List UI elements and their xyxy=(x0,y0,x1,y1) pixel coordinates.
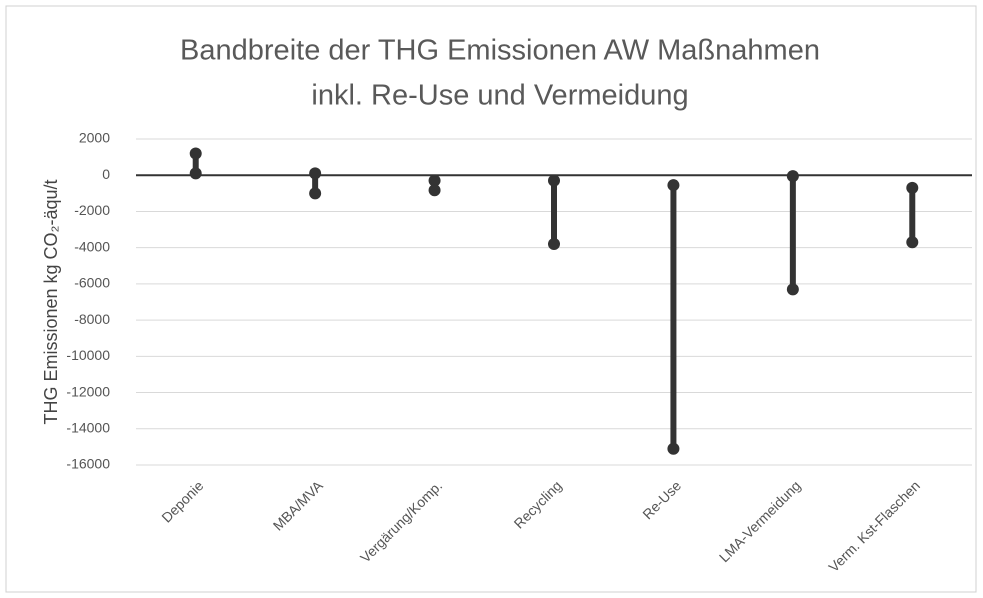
low-marker xyxy=(548,238,560,251)
low-marker xyxy=(786,283,799,296)
high-marker xyxy=(906,181,919,194)
high-marker xyxy=(786,170,799,183)
y-tick-label: -14000 xyxy=(66,419,110,435)
high-marker xyxy=(189,147,202,160)
y-tick-label: 0 xyxy=(102,166,110,182)
high-marker xyxy=(667,179,680,192)
low-marker xyxy=(428,184,441,197)
y-tick-label: -2000 xyxy=(74,202,110,218)
y-axis-label: THG Emissionen kg CO₂-äqu/t xyxy=(41,179,61,424)
chart-title: inkl. Re-Use und Vermeidung xyxy=(311,80,688,112)
chart-title: Bandbreite der THG Emissionen AW Maßnahm… xyxy=(180,35,820,67)
y-tick-label: -8000 xyxy=(74,311,110,327)
low-marker xyxy=(189,167,202,180)
high-marker xyxy=(309,167,322,180)
y-tick-label: -6000 xyxy=(74,275,110,291)
low-marker xyxy=(309,187,322,200)
y-tick-label: -10000 xyxy=(66,347,110,363)
y-tick-label: 2000 xyxy=(79,130,110,146)
low-marker xyxy=(667,442,680,455)
high-marker xyxy=(548,174,560,187)
high-marker xyxy=(428,174,441,187)
y-tick-label: -16000 xyxy=(66,456,110,472)
chart-border xyxy=(5,5,977,593)
y-tick-label: -12000 xyxy=(66,383,110,399)
low-marker xyxy=(906,236,919,249)
y-tick-label: -4000 xyxy=(74,238,110,254)
